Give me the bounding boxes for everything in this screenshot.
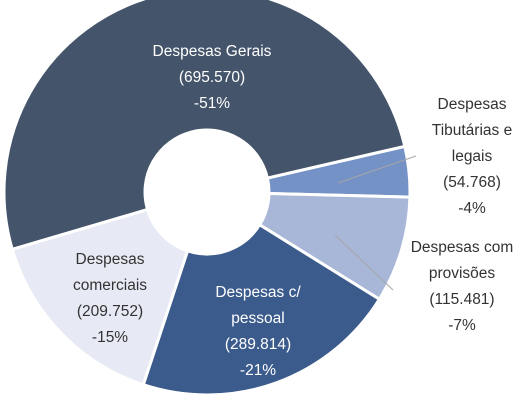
- percent-label: -51%: [193, 95, 231, 112]
- slice: [141, 222, 382, 397]
- leader-line: [334, 234, 394, 291]
- percent-label: -21%: [239, 362, 277, 379]
- value-label: (115.481): [429, 291, 495, 308]
- value-label: (289.814): [224, 336, 292, 353]
- slice-label: Despesas Tibutárias e legais (54.768) -4%: [417, 92, 526, 222]
- category-label: Despesas Gerais: [152, 43, 272, 60]
- value-label: (209.752): [76, 303, 144, 320]
- slice-label: Despesas Gerais (695.570) -51%: [100, 39, 324, 117]
- slice: [2, 0, 407, 252]
- value-label: (695.570): [178, 69, 246, 86]
- value-label: (54.768): [443, 174, 501, 191]
- slice-label: Despesas comerciais (209.752) -15%: [58, 247, 162, 351]
- category-label: Despesas c/ pessoal: [215, 284, 301, 327]
- slice-label: Despesas com provisões (115.481) -7%: [398, 235, 526, 339]
- percent-label: -15%: [91, 329, 129, 346]
- slice-label: Despesas c/ pessoal (289.814) -21%: [200, 280, 316, 384]
- percent-label: -7%: [448, 317, 476, 334]
- category-label: Despesas Tibutárias e legais: [431, 96, 513, 165]
- percent-label: -4%: [458, 200, 486, 217]
- category-label: Despesas comerciais: [72, 251, 148, 294]
- category-label: Despesas com provisões: [410, 239, 514, 282]
- leader-line: [337, 155, 417, 184]
- slice: [10, 207, 190, 387]
